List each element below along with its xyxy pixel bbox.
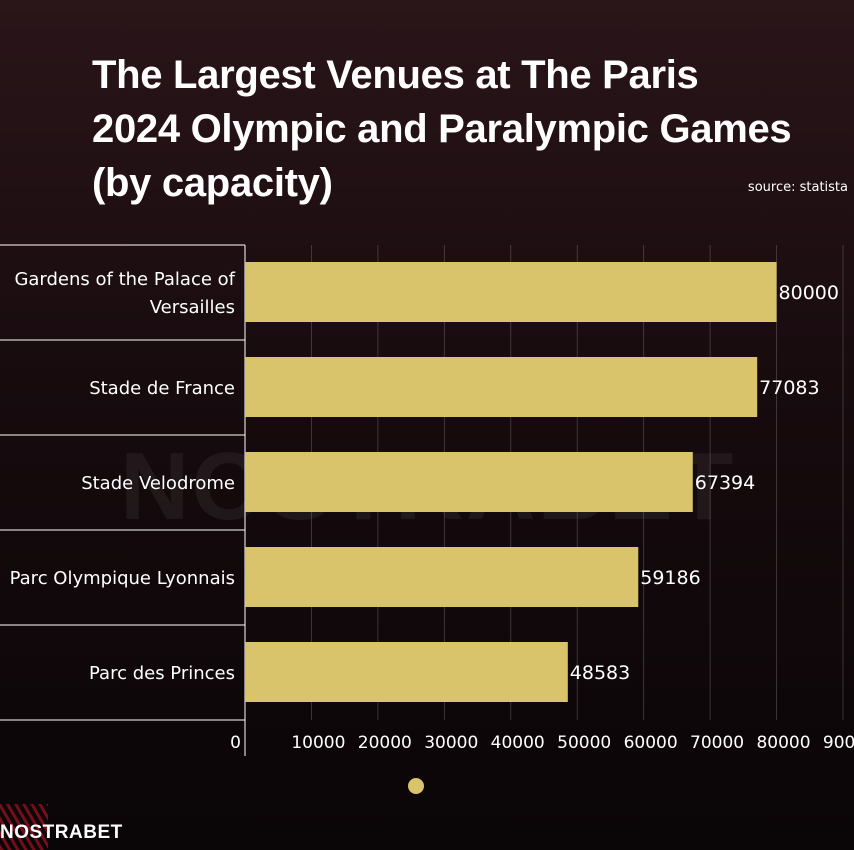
category-label: Parc des Princes <box>89 663 235 684</box>
source-label: source: statista <box>747 180 848 195</box>
x-tick-label: 80000 <box>756 733 810 753</box>
x-tick-label: 20000 <box>358 733 412 753</box>
bar-value-label: 77083 <box>759 377 819 399</box>
pagination-dot <box>408 778 424 794</box>
category-label: Stade Velodrome <box>81 473 235 494</box>
x-tick-label: 40000 <box>491 733 545 753</box>
bar-3 <box>245 452 693 512</box>
logo-stripes-icon <box>0 804 48 850</box>
bar-1 <box>245 262 777 322</box>
x-tick-label: 70000 <box>690 733 744 753</box>
bar-5 <box>245 642 568 702</box>
bar-2 <box>245 357 758 417</box>
bar-value-label: 67394 <box>695 472 755 494</box>
bar-value-label: 80000 <box>779 282 839 304</box>
x-tick-label: 50000 <box>557 733 611 753</box>
x-tick-label: 30000 <box>424 733 478 753</box>
x-tick-label: 90000 <box>823 733 854 753</box>
chart-title: The Largest Venues at The Paris 2024 Oly… <box>92 53 792 205</box>
nostrabet-logo: NOSTRABET <box>0 822 123 843</box>
x-tick-label: 0 <box>230 733 241 753</box>
category-label: Stade de France <box>89 378 235 399</box>
x-tick-label: 10000 <box>291 733 345 753</box>
category-label: Gardens of the Palace of Versailles <box>14 269 235 318</box>
bar-value-label: 48583 <box>570 662 630 684</box>
category-label: Parc Olympique Lyonnais <box>10 568 235 589</box>
bar-4 <box>245 547 639 607</box>
bar-value-label: 59186 <box>640 567 700 589</box>
x-tick-label: 60000 <box>624 733 678 753</box>
